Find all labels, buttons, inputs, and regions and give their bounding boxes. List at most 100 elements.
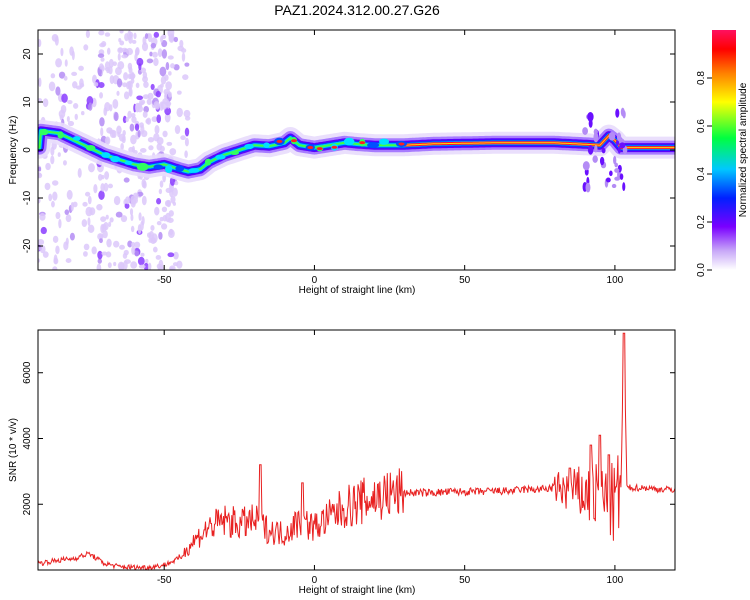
y-tick-label: 0 — [22, 147, 33, 153]
noise-speckle — [153, 57, 159, 67]
noise-speckle — [39, 213, 46, 221]
noise-speckle — [159, 180, 164, 188]
colorbar: 0.0 0.2 0.4 0.6 0.8 Normalized spectral ampl… — [696, 30, 749, 277]
noise-speckle — [125, 117, 129, 123]
noise-speckle — [62, 160, 67, 166]
noise-speckle — [100, 216, 107, 222]
noise-speckle — [115, 211, 123, 218]
noise-speckle — [112, 98, 119, 109]
noise-speckle — [66, 189, 73, 200]
noise-speckle — [617, 146, 621, 154]
noise-speckle — [145, 118, 150, 124]
noise-speckle — [87, 195, 92, 205]
noise-speckle — [614, 162, 618, 168]
noise-speckle — [183, 109, 191, 118]
noise-speckle — [587, 144, 594, 155]
noise-speckle — [86, 95, 94, 106]
noise-speckle — [619, 173, 624, 180]
y-tick-label: 20 — [22, 48, 33, 60]
noise-speckle — [104, 102, 111, 112]
noise-speckle — [91, 246, 97, 255]
noise-speckle — [131, 39, 137, 44]
noise-speckle — [601, 147, 606, 154]
noise-speckle — [122, 115, 127, 124]
noise-speckle — [141, 195, 147, 206]
noise-speckle — [181, 52, 186, 62]
ridge-blob — [290, 139, 297, 143]
snr-panel: -50 0 50 100 2000 4000 6000 Height of straigh… — [8, 329, 676, 596]
noise-speckle — [147, 92, 154, 100]
noise-speckle — [130, 214, 134, 221]
ridge-blob — [188, 168, 200, 173]
noise-speckle — [173, 64, 180, 71]
noise-speckle — [116, 78, 123, 88]
noise-speckle — [587, 111, 594, 122]
noise-speckle — [67, 99, 73, 105]
noise-speckle — [39, 245, 46, 254]
noise-speckle — [152, 51, 158, 58]
noise-speckle — [161, 206, 168, 213]
ridge-blob — [124, 160, 133, 165]
snr-frame — [37, 329, 676, 571]
noise-speckle — [117, 53, 121, 61]
noise-speckle — [146, 58, 154, 64]
noise-speckle — [134, 250, 140, 257]
noise-speckle — [166, 141, 173, 146]
noise-speckle — [174, 180, 179, 186]
noise-speckle — [103, 222, 109, 231]
noise-speckle — [169, 265, 176, 270]
noise-speckle — [121, 136, 126, 144]
ridge-blob — [164, 165, 173, 174]
noise-speckle — [53, 257, 59, 265]
noise-speckle — [165, 62, 170, 71]
spectrogram-x-label: Height of straight line (km) — [299, 285, 416, 296]
noise-speckle — [146, 98, 152, 105]
noise-speckle — [162, 98, 169, 105]
noise-speckle — [159, 66, 167, 77]
noise-speckle — [104, 66, 110, 72]
noise-speckle — [138, 264, 146, 269]
noise-speckle — [87, 217, 91, 226]
ridge-blob — [72, 136, 81, 141]
noise-speckle — [134, 53, 138, 62]
noise-speckle — [64, 59, 68, 67]
noise-speckle — [98, 190, 105, 200]
noise-speckle — [78, 65, 84, 71]
noise-speckle — [143, 105, 150, 113]
ridge-blob — [204, 158, 212, 166]
noise-speckle — [605, 177, 611, 183]
colorbar-tick-label: 0.2 — [696, 215, 707, 229]
noise-speckle — [152, 246, 158, 253]
noise-speckle — [582, 161, 590, 171]
noise-speckle — [123, 72, 129, 81]
noise-speckle — [88, 102, 93, 111]
noise-speckle — [97, 173, 103, 181]
noise-speckle — [77, 168, 82, 178]
noise-speckle — [162, 130, 168, 138]
noise-speckle — [118, 47, 123, 53]
noise-speckle — [131, 71, 135, 81]
noise-speckle — [154, 125, 160, 135]
ridge-blob — [244, 143, 254, 150]
ridge-blob — [101, 152, 111, 158]
spectrogram-y-ticks: -20 -10 0 10 20 — [22, 48, 675, 253]
noise-speckle — [100, 57, 105, 62]
noise-speckle — [123, 91, 130, 100]
ridge-blob — [379, 138, 390, 145]
noise-speckle — [127, 30, 132, 41]
noise-speckle — [582, 127, 588, 135]
noise-speckle — [87, 224, 95, 234]
noise-speckle — [157, 265, 165, 270]
noise-speckle — [116, 125, 122, 135]
noise-speckle — [40, 226, 47, 235]
noise-speckle — [133, 192, 139, 198]
noise-speckle — [150, 42, 157, 49]
noise-speckle — [156, 114, 162, 124]
noise-speckle — [141, 178, 146, 188]
noise-speckle — [613, 155, 617, 165]
noise-speckle — [145, 258, 149, 264]
ridge-blob — [136, 162, 149, 171]
noise-speckle — [121, 47, 128, 53]
noise-speckle — [38, 38, 42, 48]
spectrogram-panel: -50 0 50 100 -20 -10 0 10 20 Height of straight… — [8, 29, 676, 296]
